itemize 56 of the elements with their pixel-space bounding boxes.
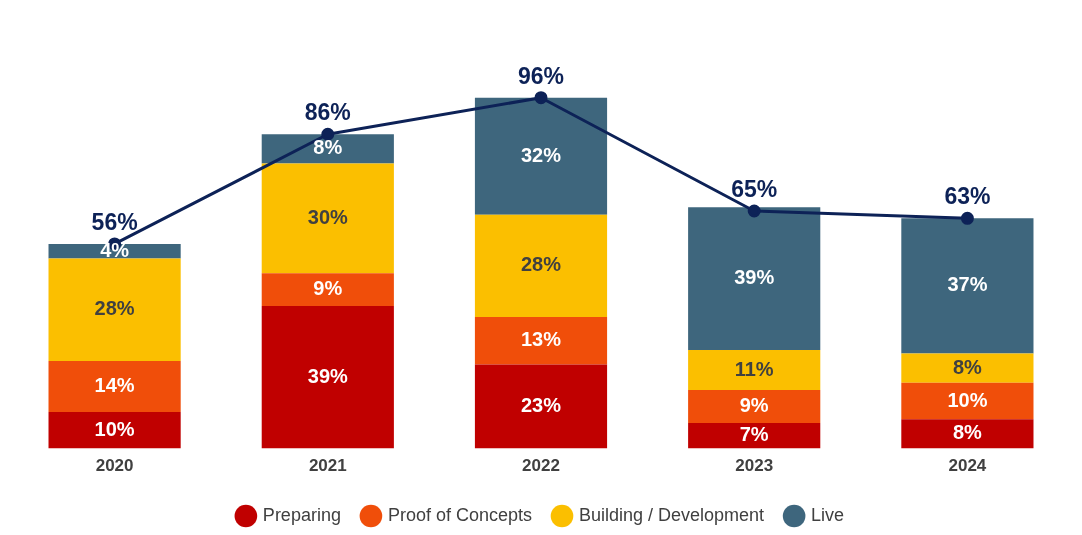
bar xyxy=(48,360,181,413)
bar xyxy=(901,218,1034,354)
x-tick-label: 2023 xyxy=(735,456,774,476)
data-label: 10% xyxy=(94,417,135,440)
data-label: 56% xyxy=(91,208,138,235)
data-label: 7% xyxy=(739,423,769,446)
x-tick-label: 2024 xyxy=(948,456,987,476)
data-label: 8% xyxy=(952,421,983,444)
data-label: 37% xyxy=(947,273,988,296)
x-tick-label: 2021 xyxy=(308,456,347,476)
data-label: 9% xyxy=(739,394,769,417)
data-label: 10% xyxy=(947,388,988,411)
data-label: 11% xyxy=(734,357,774,380)
data-label: 63% xyxy=(944,183,991,210)
bar xyxy=(688,423,821,449)
bar xyxy=(688,390,821,424)
data-label: 65% xyxy=(731,175,778,202)
bar xyxy=(48,412,181,449)
data-label: 8% xyxy=(313,136,343,159)
data-label: 86% xyxy=(304,99,351,126)
legend-label: Building / Development xyxy=(579,504,765,525)
data-label: 8% xyxy=(952,355,983,378)
data-label: 9% xyxy=(313,277,343,300)
data-label: 39% xyxy=(307,364,349,387)
bar xyxy=(901,419,1034,449)
bar xyxy=(688,349,821,391)
bar xyxy=(48,258,181,361)
data-label: 30% xyxy=(307,205,349,228)
point xyxy=(747,204,761,218)
legend-label: Proof of Concepts xyxy=(387,504,533,525)
data-label: 39% xyxy=(734,266,775,289)
bar xyxy=(474,97,608,215)
data-label: 28% xyxy=(94,297,135,320)
point xyxy=(534,91,548,105)
bar xyxy=(474,214,608,318)
bar xyxy=(474,364,608,449)
bar xyxy=(474,317,608,365)
data-label: 28% xyxy=(520,253,562,276)
point xyxy=(960,211,974,225)
legend-label: Live xyxy=(811,504,845,525)
data-label: 14% xyxy=(94,373,135,396)
x-tick-label: 2022 xyxy=(522,456,560,476)
data-label: 23% xyxy=(520,394,562,417)
bar xyxy=(261,306,394,449)
bar xyxy=(901,353,1034,383)
x-tick-label: 2020 xyxy=(95,456,134,476)
bar xyxy=(688,207,821,350)
bar xyxy=(261,163,394,274)
legend-label: Preparing xyxy=(262,504,341,525)
data-label: 32% xyxy=(520,143,562,166)
data-label: 96% xyxy=(517,62,565,89)
bar xyxy=(901,382,1034,420)
data-label: 13% xyxy=(520,328,562,351)
data-label: 4% xyxy=(100,238,130,261)
bar xyxy=(261,273,394,307)
point xyxy=(321,127,335,141)
